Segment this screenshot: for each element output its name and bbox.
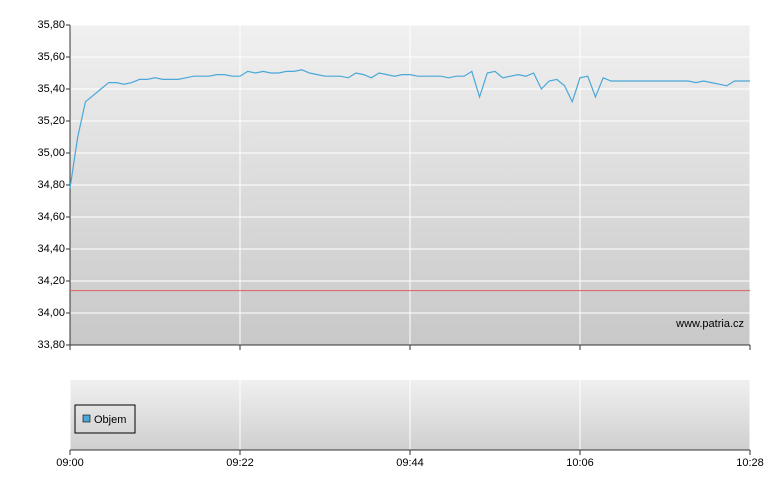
legend-label: Objem — [94, 414, 126, 426]
x-tick-label: 10:06 — [566, 457, 594, 469]
legend-box — [74, 404, 136, 434]
y-tick-label: 35,80 — [37, 19, 65, 31]
x-tick-label: 09:00 — [56, 457, 84, 469]
y-tick-label: 35,20 — [37, 115, 65, 127]
x-tick-label: 09:44 — [396, 457, 424, 469]
y-tick-label: 35,60 — [37, 51, 65, 63]
y-tick-label: 34,60 — [37, 211, 65, 223]
y-tick-label: 35,40 — [37, 83, 65, 95]
y-tick-label: 34,00 — [37, 307, 65, 319]
y-tick-label: 35,00 — [37, 147, 65, 159]
legend-swatch — [82, 414, 91, 423]
y-tick-label: 33,80 — [37, 339, 65, 351]
y-tick-label: 34,80 — [37, 179, 65, 191]
watermark: www.patria.cz — [675, 318, 744, 330]
y-tick-label: 34,40 — [37, 243, 65, 255]
price-line — [69, 69, 750, 189]
x-tick-label: 10:28 — [736, 457, 764, 469]
x-tick-label: 09:22 — [226, 457, 254, 469]
y-tick-label: 34,20 — [37, 275, 65, 287]
